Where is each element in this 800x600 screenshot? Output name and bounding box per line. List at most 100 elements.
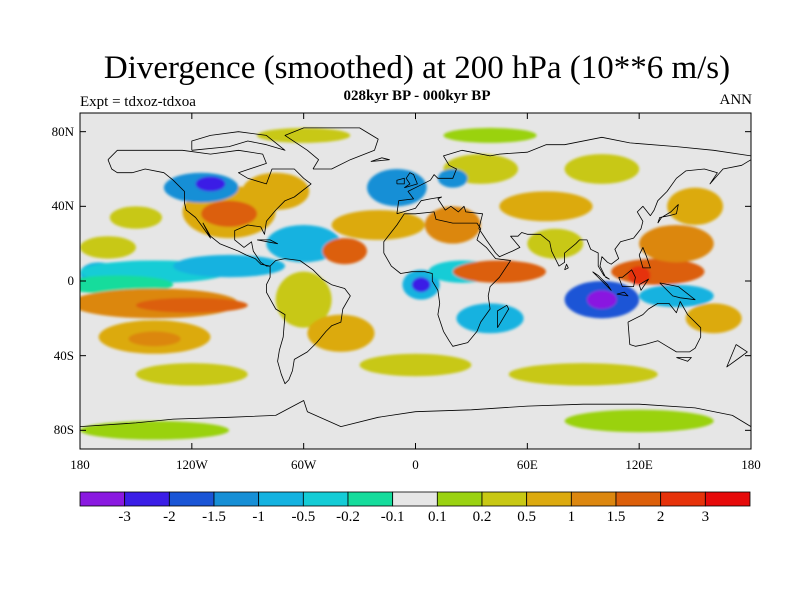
- field-anomaly-38: [685, 303, 742, 334]
- field-anomaly-18: [307, 314, 375, 352]
- lat-tick-label: 80N: [51, 123, 74, 139]
- lon-tick-label: 0: [412, 457, 419, 472]
- field-anomaly-25: [411, 277, 431, 293]
- lon-tick-label: 180: [741, 457, 761, 472]
- colorbar-label: 2: [656, 509, 665, 525]
- field-anomaly-11: [201, 200, 258, 227]
- field-anomaly-7: [128, 331, 181, 347]
- plot-subtitle: 028kyr BP - 000kyr BP: [343, 88, 491, 104]
- field-anomaly-9: [109, 206, 163, 229]
- coastline-19: [638, 246, 651, 269]
- field-anomaly-36: [639, 225, 714, 263]
- field-anomaly-13: [195, 176, 226, 192]
- coastlines: [80, 127, 751, 428]
- colorbar-swatch: [124, 491, 170, 507]
- colorbar-label: 0.1: [427, 509, 447, 525]
- colorbar-swatch: [79, 491, 126, 507]
- field-anomaly-29: [499, 191, 593, 222]
- coastline-12: [657, 204, 679, 224]
- field-anomaly-37: [667, 187, 724, 225]
- colorbar-swatch: [392, 491, 438, 507]
- colorbar-label: 0.5: [517, 509, 537, 525]
- field-anomaly-35: [639, 284, 714, 308]
- axis-ticks: [79, 113, 752, 449]
- field-anomaly-16: [322, 238, 368, 265]
- colorbar-label: -0.5: [291, 509, 316, 525]
- colorbar-label: 3: [701, 509, 710, 525]
- field-anomaly-46: [257, 127, 351, 143]
- field-anomaly-30: [527, 228, 584, 259]
- coastline-14: [396, 177, 405, 185]
- colorbar: [79, 491, 751, 507]
- colorbar-label: 0.2: [472, 509, 492, 525]
- colorbar-label: -2: [163, 509, 176, 525]
- field-anomaly-14: [242, 172, 310, 211]
- coastline-3: [383, 211, 512, 347]
- lon-tick-label: 120E: [625, 457, 653, 472]
- coastline-10: [638, 278, 649, 291]
- season-label: ANN: [719, 92, 753, 108]
- lat-tick-label: 80S: [53, 422, 74, 438]
- coastline-20: [257, 239, 279, 245]
- field-anomaly-43: [80, 421, 230, 440]
- coastline-0: [107, 149, 312, 267]
- coastline-5: [627, 301, 702, 353]
- field-anomaly-41: [135, 363, 248, 386]
- field-anomaly-34: [627, 266, 651, 285]
- colorbar-label: -0.1: [380, 509, 405, 525]
- coastline-17: [726, 344, 748, 368]
- colorbar-label: -0.2: [336, 509, 360, 525]
- colorbar-swatch: [660, 491, 706, 507]
- coastline-2: [284, 127, 379, 170]
- field-anomaly-42: [508, 363, 658, 386]
- lat-tick-label: 40N: [51, 198, 74, 214]
- colorbar-label: -1: [252, 509, 265, 525]
- colorbar-swatch: [570, 491, 617, 507]
- divergence-field: [80, 127, 742, 440]
- lon-tick-label: 60W: [291, 457, 317, 472]
- coastline-11: [659, 282, 696, 301]
- lon-tick-label: 180: [70, 457, 90, 472]
- plot-title: Divergence (smoothed) at 200 hPa (10**6 …: [103, 50, 731, 86]
- coastline-7: [592, 271, 612, 291]
- colorbar-label: -3: [118, 509, 131, 525]
- coastline-16: [497, 304, 510, 328]
- coastline-21: [191, 131, 286, 151]
- colorbar-label: 1.5: [606, 509, 626, 525]
- coastline-13: [404, 172, 418, 189]
- colorbar-swatch: [258, 491, 304, 507]
- colorbar-swatch: [704, 491, 751, 507]
- colorbar-swatch: [481, 491, 528, 507]
- coastline-22: [676, 357, 692, 362]
- field-anomaly-19: [367, 169, 427, 207]
- lat-tick-label: 0: [67, 273, 75, 288]
- colorbar-swatch: [213, 491, 260, 507]
- field-anomaly-32: [586, 290, 617, 309]
- coastline-8: [616, 291, 629, 297]
- coastline-1: [265, 258, 351, 385]
- colorbar-label: 1: [567, 509, 576, 525]
- field-anomaly-8: [80, 236, 136, 259]
- colorbar-label: -1.5: [202, 509, 226, 525]
- field-anomaly-40: [359, 353, 472, 377]
- coastline-9: [618, 269, 636, 288]
- coastline-6: [80, 400, 751, 428]
- coastline-18: [564, 263, 569, 271]
- field-anomaly-17: [275, 271, 332, 328]
- field-anomaly-21: [424, 206, 481, 244]
- field-anomaly-27: [452, 260, 546, 283]
- field-anomaly-5: [135, 297, 248, 313]
- colorbar-swatch: [168, 491, 215, 507]
- colorbar-swatch: [526, 491, 572, 507]
- colorbar-swatch: [615, 491, 662, 507]
- coastline-4: [396, 136, 751, 280]
- lat-tick-label: 40S: [53, 347, 74, 363]
- field-anomaly-44: [564, 409, 714, 433]
- lon-tick-label: 120W: [175, 457, 208, 472]
- experiment-label: Expt = tdxoz-tdxoa: [80, 94, 196, 110]
- field-anomaly-20: [331, 210, 425, 240]
- coastline-15: [370, 157, 390, 162]
- field-anomaly-45: [443, 127, 537, 143]
- lon-tick-label: 60E: [516, 457, 538, 472]
